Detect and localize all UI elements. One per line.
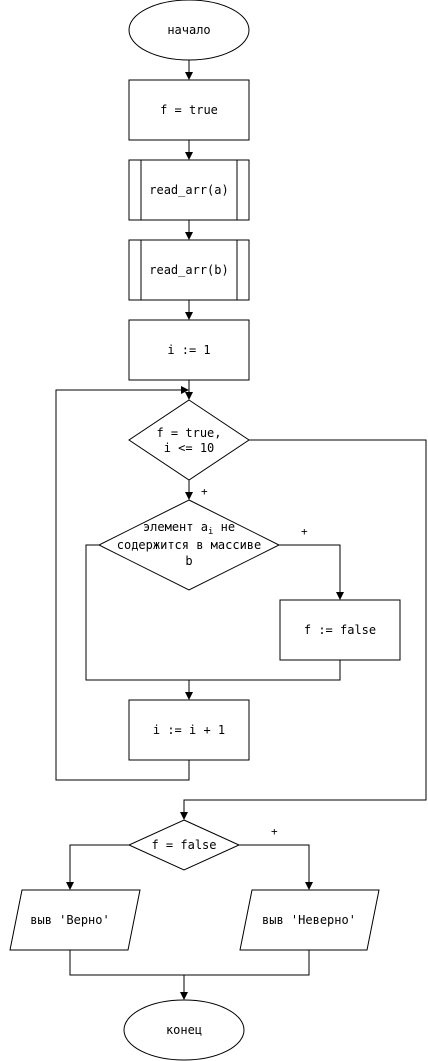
element-check-subscript: i: [208, 527, 213, 537]
read-b-label: read_arr(b): [149, 263, 228, 277]
init-i-process: [128, 319, 250, 381]
final-condition-label: f = false: [151, 838, 216, 852]
loop-yes-mark: +: [201, 485, 208, 498]
element-check-line-3: b: [185, 554, 192, 568]
end-terminal: [123, 999, 245, 1061]
element-check-line-1: элемент ai не: [143, 520, 235, 537]
read-b-subroutine: [128, 239, 250, 301]
read-a-subroutine: [128, 159, 250, 221]
loop-condition-decision: [128, 399, 250, 481]
start-label: начало: [167, 23, 210, 37]
output-false-io: [239, 889, 380, 951]
output-true-io: [9, 889, 141, 951]
set-false-label: f := false: [304, 623, 376, 637]
output-false-label: выв 'Неверно': [262, 913, 356, 927]
final-yes-mark: +: [271, 825, 278, 838]
init-f-process: [128, 79, 250, 141]
element-check-decision: [97, 499, 281, 591]
check-yes-mark: +: [301, 525, 308, 538]
final-condition-decision: [127, 819, 241, 871]
connectors: [55, 60, 427, 994]
arrowheads: [66, 72, 344, 1000]
end-label: конец: [166, 1023, 202, 1037]
loop-condition-line-1: f = true,: [156, 426, 221, 440]
set-false-process: [279, 599, 401, 661]
start-terminal: [128, 0, 250, 61]
increment-label: i := i + 1: [153, 723, 225, 737]
increment-process: [128, 699, 250, 761]
element-check-line-2: содержится в массиве: [117, 538, 262, 552]
init-f-label: f = true: [160, 103, 218, 117]
loop-condition-line-2: i <= 10: [164, 441, 215, 455]
output-true-label: выв 'Верно': [30, 913, 109, 927]
read-a-label: read_arr(a): [149, 183, 228, 197]
init-i-label: i := 1: [167, 343, 210, 357]
